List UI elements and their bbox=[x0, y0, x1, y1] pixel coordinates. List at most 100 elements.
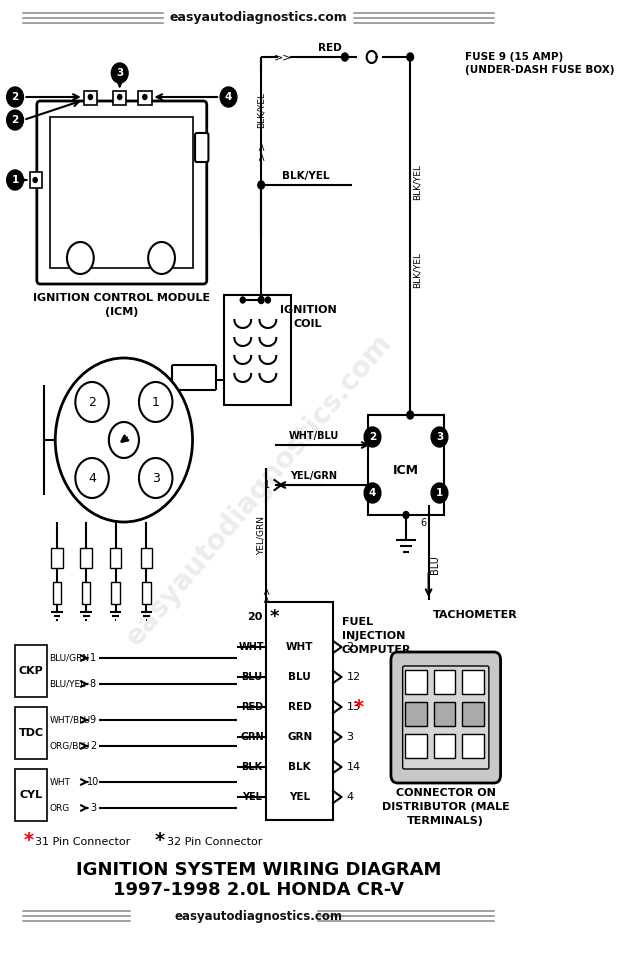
Bar bbox=[141, 548, 153, 568]
Text: 4: 4 bbox=[369, 488, 376, 498]
Circle shape bbox=[75, 382, 109, 422]
Bar bbox=[111, 582, 120, 604]
Circle shape bbox=[139, 382, 172, 422]
Text: WHT/BLU: WHT/BLU bbox=[289, 431, 339, 441]
Text: BLU: BLU bbox=[289, 672, 311, 682]
Circle shape bbox=[364, 427, 381, 447]
Bar bbox=[405, 670, 427, 694]
Text: RED: RED bbox=[288, 702, 311, 712]
Text: 4: 4 bbox=[88, 471, 96, 484]
Text: 9: 9 bbox=[90, 715, 96, 725]
Circle shape bbox=[403, 512, 409, 518]
Text: INJECTION: INJECTION bbox=[342, 631, 405, 641]
Bar bbox=[82, 582, 90, 604]
Text: *: * bbox=[23, 830, 33, 850]
Text: 3: 3 bbox=[347, 732, 353, 742]
Text: 2: 2 bbox=[347, 642, 353, 652]
Text: 1: 1 bbox=[90, 653, 96, 663]
Text: 6: 6 bbox=[439, 707, 449, 721]
Bar bbox=[405, 702, 427, 726]
Text: 13: 13 bbox=[347, 702, 360, 712]
Text: >>: >> bbox=[274, 52, 292, 62]
Circle shape bbox=[258, 297, 264, 304]
Text: 8: 8 bbox=[411, 739, 421, 753]
Text: easyautodiagnostics.com: easyautodiagnostics.com bbox=[120, 328, 397, 652]
Circle shape bbox=[67, 242, 94, 274]
Text: *: * bbox=[270, 608, 279, 626]
Text: >>: >> bbox=[261, 586, 271, 602]
Circle shape bbox=[117, 94, 122, 100]
Text: IGNITION: IGNITION bbox=[280, 305, 336, 315]
Circle shape bbox=[88, 94, 93, 100]
Text: 1: 1 bbox=[436, 488, 443, 498]
Text: BLK/YEL: BLK/YEL bbox=[256, 92, 266, 128]
Bar bbox=[109, 548, 121, 568]
Bar bbox=[83, 91, 97, 105]
Circle shape bbox=[431, 483, 448, 503]
Bar bbox=[368, 415, 444, 515]
Bar bbox=[434, 702, 455, 726]
Text: ICM: ICM bbox=[393, 464, 419, 476]
Text: TACHOMETER: TACHOMETER bbox=[433, 610, 517, 620]
Text: 2: 2 bbox=[88, 396, 96, 409]
Circle shape bbox=[7, 110, 23, 130]
Bar bbox=[113, 91, 127, 105]
Text: 1997-1998 2.0L HONDA CR-V: 1997-1998 2.0L HONDA CR-V bbox=[113, 881, 404, 899]
Text: YEL: YEL bbox=[242, 792, 262, 802]
Text: +: + bbox=[156, 251, 167, 265]
Text: GRN: GRN bbox=[240, 732, 264, 742]
Bar bbox=[405, 734, 427, 758]
Circle shape bbox=[220, 87, 237, 107]
Text: 3: 3 bbox=[436, 432, 443, 442]
Text: WHT: WHT bbox=[239, 642, 265, 652]
Circle shape bbox=[55, 358, 193, 522]
Circle shape bbox=[33, 177, 37, 182]
Circle shape bbox=[265, 297, 271, 303]
Circle shape bbox=[148, 242, 175, 274]
Text: WHT: WHT bbox=[49, 777, 70, 787]
Text: 1: 1 bbox=[411, 675, 421, 689]
Text: BLK: BLK bbox=[289, 762, 311, 772]
Text: 2: 2 bbox=[12, 115, 19, 125]
Text: BLK: BLK bbox=[242, 762, 263, 772]
Bar bbox=[142, 582, 151, 604]
Circle shape bbox=[342, 53, 348, 61]
Bar bbox=[224, 295, 291, 405]
Text: CKP: CKP bbox=[19, 666, 43, 676]
Bar bbox=[15, 769, 47, 821]
Text: 9: 9 bbox=[439, 739, 449, 753]
Text: 10: 10 bbox=[87, 777, 99, 787]
Text: 5: 5 bbox=[411, 707, 421, 721]
Text: BLU: BLU bbox=[430, 556, 440, 574]
Text: (ICM): (ICM) bbox=[105, 307, 138, 317]
Text: (UNDER-DASH FUSE BOX): (UNDER-DASH FUSE BOX) bbox=[465, 65, 614, 75]
Text: *: * bbox=[353, 698, 363, 716]
Circle shape bbox=[111, 63, 128, 83]
Bar bbox=[434, 670, 455, 694]
Text: BLU: BLU bbox=[242, 672, 263, 682]
Text: WHT/BLU: WHT/BLU bbox=[49, 715, 90, 724]
Text: >: > bbox=[256, 140, 266, 150]
Text: WHT: WHT bbox=[286, 642, 313, 652]
Text: 3: 3 bbox=[116, 68, 124, 78]
Text: IGNITION SYSTEM WIRING DIAGRAM: IGNITION SYSTEM WIRING DIAGRAM bbox=[76, 861, 441, 879]
Text: RED: RED bbox=[318, 43, 342, 53]
Text: 2: 2 bbox=[369, 432, 376, 442]
Bar bbox=[138, 91, 151, 105]
Text: TERMINALS): TERMINALS) bbox=[407, 816, 484, 826]
Text: 6: 6 bbox=[420, 518, 426, 528]
Bar bbox=[30, 172, 42, 188]
Bar bbox=[51, 548, 63, 568]
Circle shape bbox=[75, 458, 109, 498]
Text: 8: 8 bbox=[90, 679, 96, 689]
Bar bbox=[80, 548, 92, 568]
Text: 2: 2 bbox=[12, 92, 19, 102]
Text: 2: 2 bbox=[439, 675, 449, 689]
Text: BLU/YEL: BLU/YEL bbox=[49, 679, 85, 689]
Text: 12: 12 bbox=[347, 672, 361, 682]
Text: GRN: GRN bbox=[287, 732, 312, 742]
Text: 3: 3 bbox=[152, 471, 159, 484]
Text: COMPUTER: COMPUTER bbox=[342, 645, 411, 655]
Text: >: > bbox=[256, 150, 266, 160]
Text: FUEL: FUEL bbox=[342, 617, 373, 627]
